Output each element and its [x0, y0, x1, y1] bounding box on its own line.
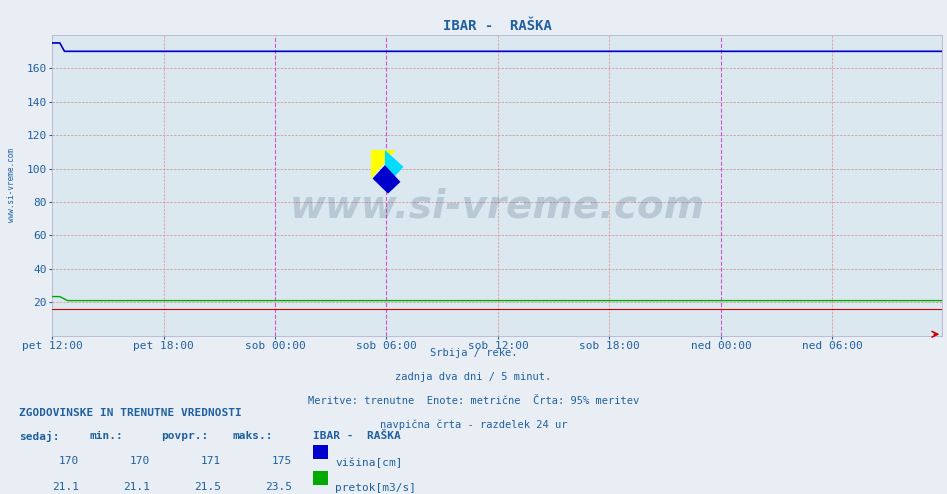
Text: min.:: min.:	[90, 431, 124, 441]
Polygon shape	[372, 165, 401, 194]
Text: 23.5: 23.5	[265, 482, 293, 492]
Text: pretok[m3/s]: pretok[m3/s]	[335, 483, 417, 493]
Text: sedaj:: sedaj:	[19, 431, 60, 442]
Text: maks.:: maks.:	[232, 431, 273, 441]
Text: 170: 170	[130, 456, 151, 466]
Text: navpična črta - razdelek 24 ur: navpična črta - razdelek 24 ur	[380, 419, 567, 430]
Text: IBAR -  RAŠKA: IBAR - RAŠKA	[313, 431, 401, 441]
Text: zadnja dva dni / 5 minut.: zadnja dva dni / 5 minut.	[396, 372, 551, 382]
Text: višina[cm]: višina[cm]	[335, 457, 402, 468]
Text: povpr.:: povpr.:	[161, 431, 208, 441]
Text: 170: 170	[59, 456, 80, 466]
Text: ZGODOVINSKE IN TRENUTNE VREDNOSTI: ZGODOVINSKE IN TRENUTNE VREDNOSTI	[19, 408, 241, 417]
Text: 171: 171	[201, 456, 222, 466]
Text: 175: 175	[272, 456, 293, 466]
Text: Srbija / reke.: Srbija / reke.	[430, 348, 517, 358]
Text: 21.1: 21.1	[52, 482, 80, 492]
Title: IBAR -  RAŠKA: IBAR - RAŠKA	[443, 19, 551, 34]
Text: www.si-vreme.com: www.si-vreme.com	[290, 187, 705, 225]
Polygon shape	[371, 150, 396, 178]
Text: 21.5: 21.5	[194, 482, 222, 492]
Text: Meritve: trenutne  Enote: metrične  Črta: 95% meritev: Meritve: trenutne Enote: metrične Črta: …	[308, 396, 639, 406]
Text: www.si-vreme.com: www.si-vreme.com	[7, 148, 16, 222]
Text: 21.1: 21.1	[123, 482, 151, 492]
Polygon shape	[384, 150, 403, 187]
